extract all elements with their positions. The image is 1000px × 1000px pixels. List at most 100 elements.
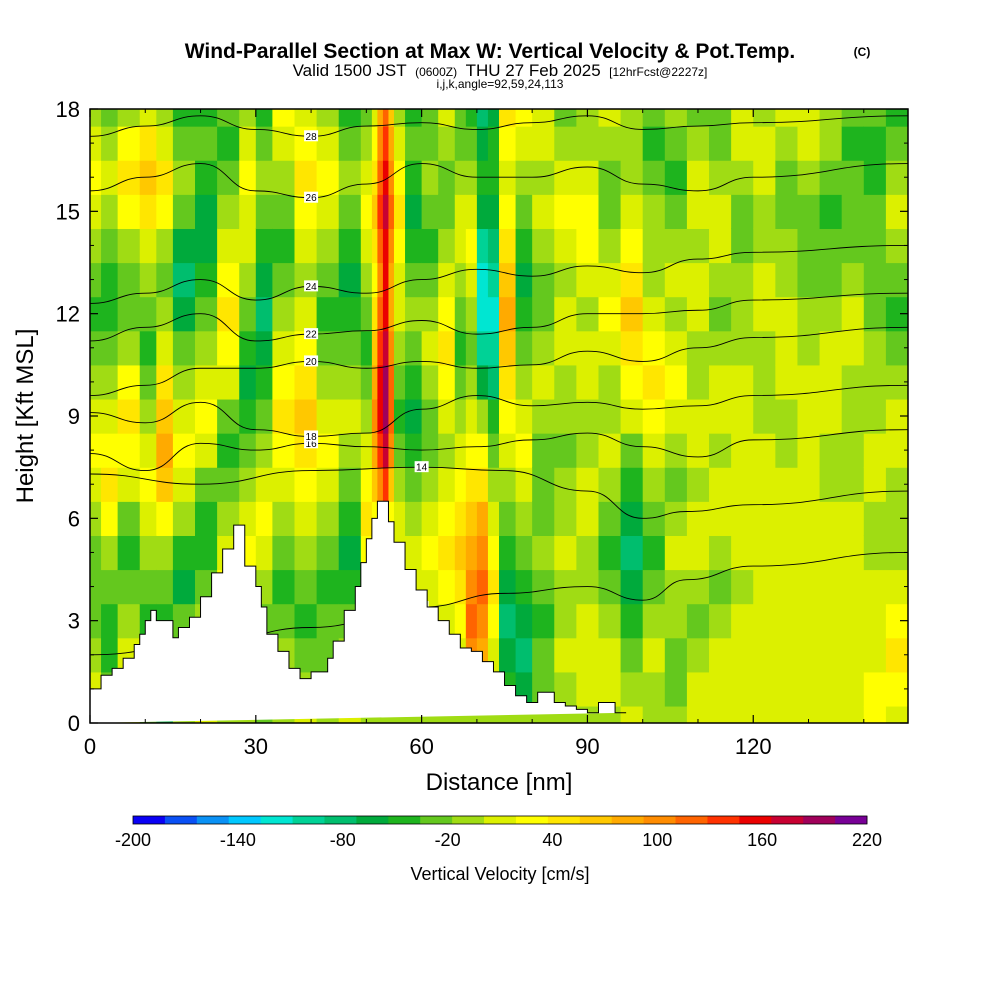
- velocity-cell: [388, 330, 395, 366]
- velocity-cell: [487, 109, 500, 127]
- velocity-cell: [239, 433, 257, 468]
- velocity-cell: [775, 330, 799, 366]
- velocity-cell: [172, 330, 196, 366]
- velocity-cell: [775, 109, 799, 127]
- velocity-cell: [620, 569, 644, 605]
- velocity-cell: [90, 535, 102, 571]
- velocity-cell: [476, 535, 489, 571]
- velocity-cell: [438, 296, 456, 332]
- velocity-cell: [217, 126, 240, 161]
- velocity-cell: [139, 501, 157, 536]
- velocity-cell: [272, 433, 296, 468]
- velocity-cell: [377, 109, 384, 127]
- subtitle-valid: Valid 1500 JST: [293, 61, 407, 80]
- velocity-cell: [294, 535, 318, 571]
- velocity-cell: [532, 535, 555, 571]
- velocity-cell: [576, 603, 600, 639]
- velocity-cell: [515, 296, 533, 332]
- velocity-cell: [642, 535, 666, 571]
- velocity-cell: [156, 228, 174, 264]
- velocity-cell: [382, 262, 390, 298]
- velocity-cell: [532, 228, 555, 264]
- velocity-cell: [101, 398, 119, 434]
- velocity-cell: [532, 109, 555, 127]
- velocity-cell: [598, 262, 622, 298]
- velocity-cell: [195, 194, 218, 229]
- velocity-cell: [101, 467, 119, 502]
- velocity-cell: [388, 126, 395, 161]
- velocity-cell: [487, 569, 500, 605]
- velocity-cell: [377, 228, 384, 264]
- velocity-cell: [172, 194, 196, 229]
- velocity-cell: [405, 160, 423, 195]
- velocity-cell: [686, 671, 710, 707]
- velocity-cell: [863, 705, 887, 723]
- velocity-cell: [775, 569, 799, 605]
- velocity-cell: [382, 160, 390, 195]
- velocity-cell: [316, 535, 340, 571]
- velocity-cell: [753, 296, 776, 332]
- velocity-cell: [499, 637, 517, 673]
- velocity-cell: [532, 160, 555, 195]
- velocity-cell: [255, 109, 273, 127]
- velocity-cell: [316, 569, 340, 605]
- velocity-cell: [476, 603, 489, 639]
- velocity-cell: [709, 126, 732, 161]
- velocity-cell: [139, 330, 157, 366]
- velocity-cell: [642, 160, 666, 195]
- velocity-cell: [360, 501, 373, 536]
- velocity-cell: [576, 535, 600, 571]
- velocity-cell: [576, 398, 600, 434]
- velocity-cell: [686, 364, 710, 400]
- velocity-cell: [664, 705, 688, 723]
- chart-subtitle: Valid 1500 JST (0600Z) THU 27 Feb 2025 […: [293, 61, 708, 80]
- velocity-cell: [709, 109, 732, 127]
- velocity-cell: [117, 296, 141, 332]
- velocity-cell: [487, 603, 500, 639]
- velocity-cell: [360, 433, 373, 468]
- velocity-cell: [360, 262, 373, 298]
- velocity-cell: [371, 160, 379, 195]
- velocity-cell: [465, 364, 478, 400]
- velocity-cell: [664, 228, 688, 264]
- velocity-cell: [775, 194, 799, 229]
- velocity-cell: [421, 433, 439, 468]
- velocity-cell: [515, 467, 533, 502]
- velocity-cell: [294, 637, 318, 673]
- x-tick-label: 0: [84, 734, 96, 759]
- velocity-cell: [753, 705, 776, 723]
- velocity-cell: [454, 160, 467, 195]
- velocity-cell: [499, 398, 517, 434]
- velocity-cell: [797, 671, 821, 707]
- colorbar-swatch: [707, 816, 740, 824]
- velocity-cell: [554, 671, 577, 707]
- velocity-cell: [487, 262, 500, 298]
- velocity-cell: [576, 228, 600, 264]
- velocity-cell: [393, 364, 406, 400]
- velocity-cell: [465, 126, 478, 161]
- colorbar-swatch: [675, 816, 708, 824]
- velocity-cell: [664, 637, 688, 673]
- colorbar-tick-label: -200: [115, 830, 151, 850]
- velocity-cell: [620, 228, 644, 264]
- velocity-cell: [499, 433, 517, 468]
- velocity-cell: [753, 637, 776, 673]
- velocity-cell: [620, 535, 644, 571]
- velocity-cell: [797, 637, 821, 673]
- velocity-cell: [686, 467, 710, 502]
- velocity-cell: [532, 637, 555, 673]
- velocity-cell: [515, 398, 533, 434]
- velocity-cell: [731, 398, 754, 434]
- terrain-surface: [89, 500, 627, 723]
- velocity-cell: [554, 330, 577, 366]
- velocity-cell: [316, 296, 340, 332]
- velocity-cell: [101, 109, 119, 127]
- velocity-cell: [393, 262, 406, 298]
- velocity-cell: [731, 569, 754, 605]
- velocity-cell: [885, 194, 908, 229]
- velocity-cell: [421, 467, 439, 502]
- x-tick-label: 90: [575, 734, 599, 759]
- velocity-cell: [532, 467, 555, 502]
- colorbar-swatch: [547, 816, 581, 824]
- colorbar-swatch: [515, 816, 549, 824]
